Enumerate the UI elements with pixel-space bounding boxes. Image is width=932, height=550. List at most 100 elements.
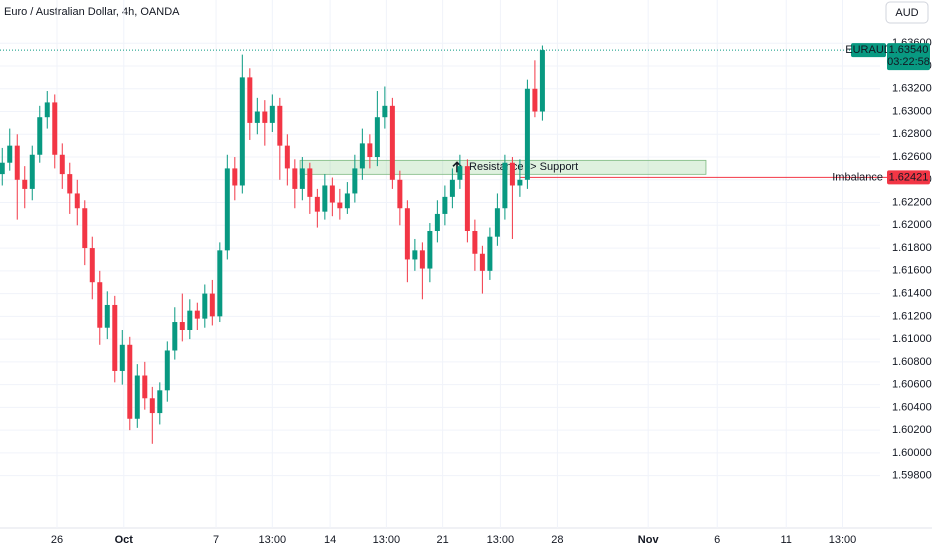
candle-body: [314, 196, 320, 212]
candle-body: [97, 282, 103, 328]
candle-body: [277, 105, 283, 146]
candle-body: [37, 117, 43, 155]
candle-body: [457, 166, 463, 180]
candle-body: [412, 250, 418, 260]
candle-body: [464, 166, 470, 231]
y-tick-label: 1.63200: [892, 83, 932, 95]
candle-body: [502, 162, 508, 209]
candle-body: [209, 293, 215, 317]
candle-body: [59, 154, 65, 175]
candle-body: [217, 250, 223, 317]
candle-body: [149, 398, 155, 414]
candle-body: [262, 111, 268, 123]
candle-body: [82, 208, 88, 249]
candle-body: [232, 168, 238, 186]
candle-body: [539, 50, 545, 112]
symbol-tag: [851, 43, 886, 58]
candle-body: [427, 231, 433, 269]
candle-body: [112, 304, 118, 371]
candle-body: [89, 248, 95, 283]
symbol-label: EURAUD: [845, 44, 892, 56]
candle-body: [374, 117, 380, 158]
candle-body: [172, 322, 178, 351]
countdown-label: 03:22:58: [887, 56, 930, 68]
y-tick-label: 1.62200: [892, 196, 932, 208]
currency-button[interactable]: [885, 1, 929, 24]
x-tick-label: 13:00: [829, 534, 857, 546]
candle-body: [52, 102, 58, 155]
candle-body: [344, 193, 350, 209]
candle-body: [127, 344, 133, 419]
y-tick-label: 1.61000: [892, 333, 932, 345]
candle-body: [157, 390, 163, 414]
price-tag: [887, 43, 930, 71]
candle-body: [509, 162, 515, 186]
x-tick-label: 14: [324, 534, 336, 546]
candle-body: [284, 145, 290, 169]
candle-body: [224, 168, 230, 251]
x-tick-label: 13:00: [487, 534, 515, 546]
x-tick-label: Oct: [115, 534, 134, 546]
imbalance-tag: [887, 170, 930, 185]
candle-body: [187, 310, 193, 330]
candle-body: [0, 162, 5, 175]
chart-title: Euro / Australian Dollar, 4h, OANDA: [4, 6, 180, 18]
candle-body: [442, 196, 448, 214]
x-tick-label: Nov: [638, 534, 660, 546]
currency-label[interactable]: AUD: [895, 7, 918, 19]
candle-body: [337, 202, 343, 209]
y-tick-label: 1.61200: [892, 310, 932, 322]
candle-body: [322, 185, 328, 212]
y-tick-label: 1.60000: [892, 447, 932, 459]
last-price-label: 1.63540: [889, 44, 929, 56]
candle-body: [179, 322, 185, 330]
candle-body: [239, 77, 245, 186]
candle-body: [517, 179, 523, 186]
candle-body: [67, 174, 73, 194]
candle-body: [419, 250, 425, 269]
candle-body: [194, 310, 200, 319]
candle-body: [472, 231, 478, 254]
candle-body: [254, 111, 260, 123]
x-tick-label: 13:00: [259, 534, 287, 546]
candle-body: [29, 154, 35, 189]
candle-body: [532, 88, 538, 112]
candle-body: [307, 168, 313, 197]
candle-body: [74, 193, 80, 209]
candle-body: [487, 236, 493, 271]
imbalance-label: Imbalance: [832, 171, 883, 183]
y-tick-label: 1.60400: [892, 401, 932, 413]
candle-body: [269, 105, 275, 123]
candle-body: [367, 143, 373, 158]
candle-body: [134, 375, 140, 419]
candle-body: [202, 293, 208, 319]
candle-body: [397, 179, 403, 209]
x-tick-label: 21: [437, 534, 449, 546]
candle-body: [247, 77, 253, 123]
candle-body: [142, 375, 148, 399]
candle-body: [449, 179, 455, 197]
y-tick-label: 1.61800: [892, 242, 932, 254]
candle-body: [104, 304, 110, 328]
y-tick-label: 1.62600: [892, 151, 932, 163]
x-tick-label: 13:00: [373, 534, 401, 546]
candle-body: [164, 350, 170, 391]
candle-body: [329, 185, 335, 203]
candle-body: [22, 179, 28, 189]
y-tick-label: 1.62800: [892, 128, 932, 140]
x-tick-label: 7: [213, 534, 219, 546]
candle-body: [434, 213, 440, 231]
x-tick-label: 26: [51, 534, 63, 546]
candle-body: [44, 102, 50, 118]
candle-body: [404, 208, 410, 260]
candle-body: [524, 88, 530, 180]
y-tick-label: 1.61400: [892, 287, 932, 299]
y-tick-label: 1.60800: [892, 356, 932, 368]
candle-body: [119, 344, 125, 371]
y-tick-label: 1.60200: [892, 424, 932, 436]
candle-body: [7, 145, 13, 163]
candle-body: [14, 145, 20, 180]
candle-body: [494, 208, 500, 237]
x-tick-label: 6: [714, 534, 720, 546]
